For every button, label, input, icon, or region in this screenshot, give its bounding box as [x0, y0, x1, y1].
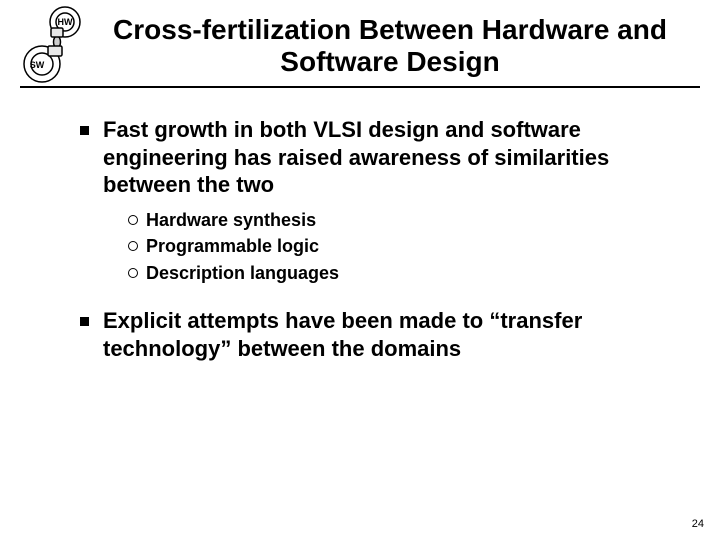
bullet-circle-icon — [128, 241, 138, 251]
page-number: 24 — [692, 518, 704, 530]
bullet-circle-icon — [128, 215, 138, 225]
sw-label: SW — [30, 60, 45, 70]
handcuffs-logo: HW SW — [10, 4, 100, 99]
sub-item: Hardware synthesis — [128, 209, 680, 232]
bullet-item: Fast growth in both VLSI design and soft… — [80, 116, 680, 199]
sub-item: Programmable logic — [128, 235, 680, 258]
sub-item: Description languages — [128, 262, 680, 285]
hw-label: HW — [58, 17, 73, 27]
sub-text: Programmable logic — [146, 235, 319, 258]
bullet-text: Explicit attempts have been made to “tra… — [103, 307, 680, 362]
content-area: Fast growth in both VLSI design and soft… — [0, 88, 720, 362]
title-underline — [20, 86, 700, 88]
sub-text: Description languages — [146, 262, 339, 285]
header: HW SW Cross-fertilization Between Hardwa… — [0, 0, 720, 88]
bullet-circle-icon — [128, 268, 138, 278]
sub-text: Hardware synthesis — [146, 209, 316, 232]
bullet-square-icon — [80, 126, 89, 135]
sub-list: Hardware synthesis Programmable logic De… — [80, 209, 680, 285]
bullet-square-icon — [80, 317, 89, 326]
bullet-item: Explicit attempts have been made to “tra… — [80, 307, 680, 362]
page-title: Cross-fertilization Between Hardware and… — [100, 8, 680, 84]
bullet-text: Fast growth in both VLSI design and soft… — [103, 116, 680, 199]
